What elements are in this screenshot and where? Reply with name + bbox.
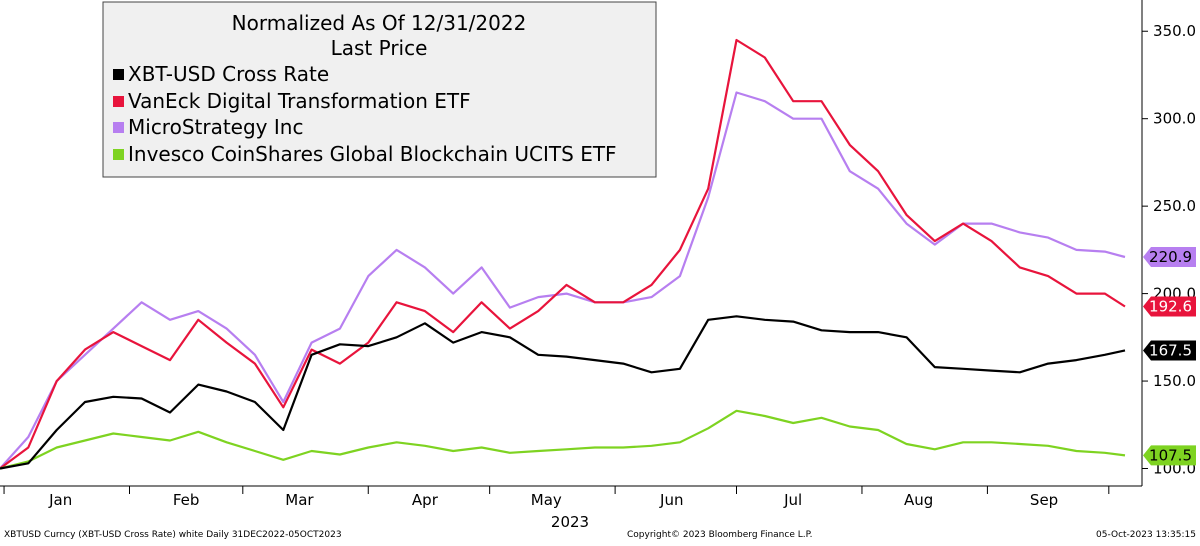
badge-shape <box>1143 247 1196 268</box>
x-tick-label: Mar <box>285 491 314 509</box>
legend-entry-microstrategy: MicroStrategy Inc <box>128 115 303 139</box>
last-value-badge-3: 107.5 <box>1143 445 1196 466</box>
badge-label: 107.5 <box>1149 446 1192 464</box>
legend-swatch-invesco <box>113 149 124 160</box>
x-tick-label: Jun <box>659 491 683 509</box>
x-tick-label: Jan <box>48 491 72 509</box>
legend-box <box>102 1 657 178</box>
legend-entry-xbt: XBT-USD Cross Rate <box>128 62 329 86</box>
x-tick-label: Sep <box>1030 491 1058 509</box>
series-lines <box>0 38 1126 470</box>
last-value-badge-1: 192.6 <box>1143 296 1196 317</box>
footer-source: XBTUSD Curncy (XBT-USD Cross Rate) white… <box>4 530 342 540</box>
badge-shape <box>1143 340 1196 361</box>
series-line-3 <box>0 409 1126 470</box>
badge-shape <box>1143 296 1196 317</box>
legend-entry-vaneck: VanEck Digital Transformation ETF <box>128 89 471 113</box>
badge-label: 192.6 <box>1149 298 1192 316</box>
badge-label: 167.5 <box>1149 341 1192 359</box>
x-tick-label: Jul <box>783 491 802 509</box>
last-value-badges: 167.5 192.6 220.9 107.5 <box>1143 247 1196 466</box>
footer-copyright: Copyright© 2023 Bloomberg Finance L.P. <box>627 530 813 540</box>
year-label: 2023 <box>551 513 589 531</box>
x-tick-label: Apr <box>412 491 439 509</box>
legend-swatch-microstrategy <box>113 122 124 133</box>
x-tick-label: Aug <box>904 491 933 509</box>
y-tick-label: 300.0 <box>1153 110 1196 128</box>
chart-title: Normalized As Of 12/31/2022 <box>232 11 527 35</box>
series-line-0 <box>0 315 1126 470</box>
x-tick-label: Feb <box>173 491 200 509</box>
series-line-1 <box>0 38 1126 470</box>
legend-swatch-xbt <box>113 69 124 80</box>
last-value-badge-0: 167.5 <box>1143 340 1196 361</box>
footer-timestamp: 05-Oct-2023 13:35:15 <box>1096 530 1196 540</box>
chart-subtitle: Last Price <box>331 36 428 60</box>
y-tick-label: 250.0 <box>1153 197 1196 215</box>
legend-entry-invesco: Invesco CoinShares Global Blockchain UCI… <box>128 142 617 166</box>
legend: Normalized As Of 12/31/2022 Last Price X… <box>102 1 657 178</box>
y-tick-label: 350.0 <box>1153 22 1196 40</box>
x-tick-label: May <box>531 491 562 509</box>
badge-shape <box>1143 445 1196 466</box>
y-tick-label: 150.0 <box>1153 372 1196 390</box>
series-line-2 <box>0 91 1126 470</box>
last-value-badge-2: 220.9 <box>1143 247 1196 268</box>
legend-swatch-vaneck <box>113 96 124 107</box>
badge-label: 220.9 <box>1149 248 1192 266</box>
